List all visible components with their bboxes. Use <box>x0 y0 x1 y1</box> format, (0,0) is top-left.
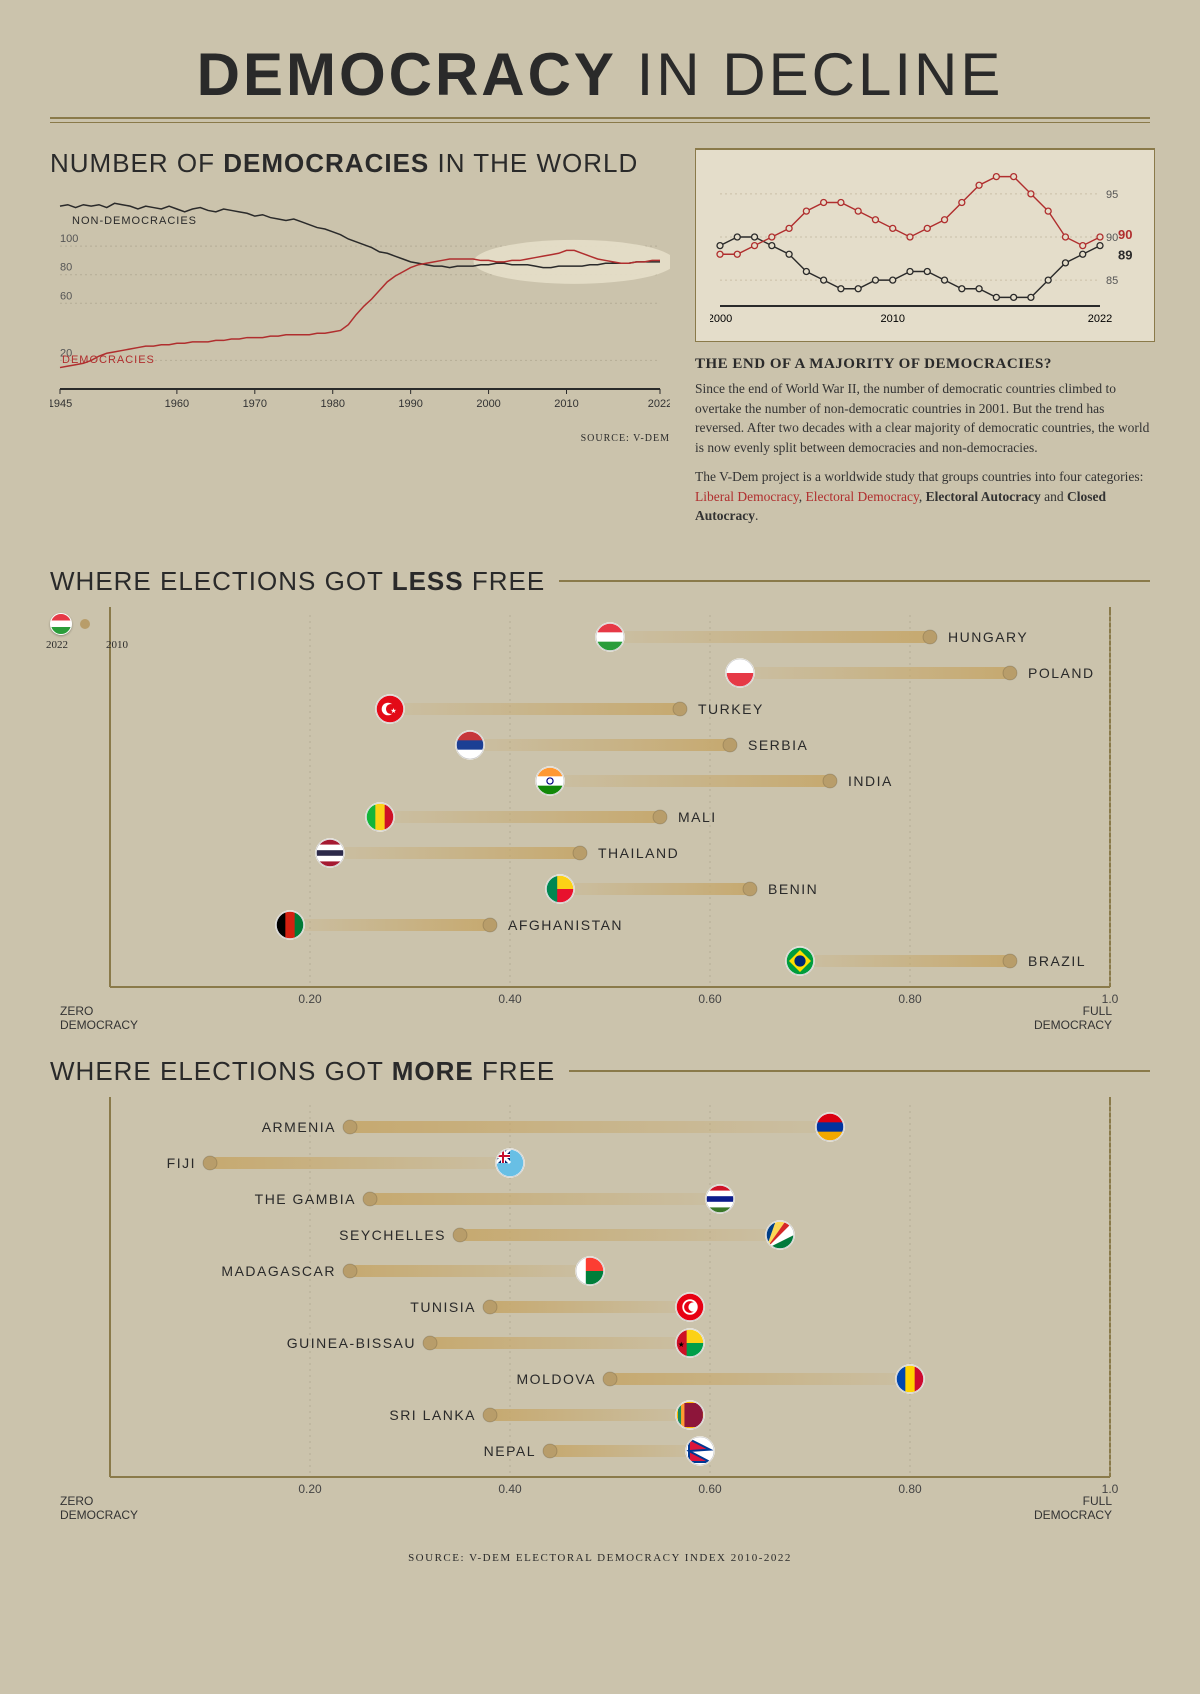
svg-text:ARMENIA: ARMENIA <box>262 1119 336 1135</box>
main-source: SOURCE: V-DEM <box>50 433 670 444</box>
svg-text:1980: 1980 <box>320 398 344 410</box>
svg-text:DEMOCRACIES: DEMOCRACIES <box>62 354 155 366</box>
svg-text:INDIA: INDIA <box>848 773 893 789</box>
main-line-chart: 2060801001945196019701980199020002010202… <box>50 179 670 424</box>
legend-key: 2022 2010 <box>50 613 90 635</box>
svg-text:MALI: MALI <box>678 809 717 825</box>
svg-text:★: ★ <box>678 1340 685 1349</box>
svg-text:1960: 1960 <box>165 398 189 410</box>
svg-text:95: 95 <box>1106 189 1118 201</box>
svg-text:AFGHANISTAN: AFGHANISTAN <box>508 917 623 933</box>
svg-text:1970: 1970 <box>243 398 267 410</box>
svg-text:SEYCHELLES: SEYCHELLES <box>339 1227 446 1243</box>
svg-text:BENIN: BENIN <box>768 881 818 897</box>
svg-text:ZERO: ZERO <box>60 1494 93 1508</box>
title-rest: IN DECLINE <box>617 41 1003 108</box>
svg-text:60: 60 <box>60 290 72 302</box>
svg-text:89: 89 <box>1118 248 1132 263</box>
svg-text:HUNGARY: HUNGARY <box>948 629 1028 645</box>
svg-text:2010: 2010 <box>880 313 904 325</box>
legend-dot-icon <box>80 619 90 629</box>
svg-text:90: 90 <box>1118 227 1132 242</box>
svg-text:FIJI: FIJI <box>167 1155 196 1171</box>
more-free-section: WHERE ELECTIONS GOT MORE FREE 0.20 0.40 0.… <box>50 1056 1150 1534</box>
svg-text:★: ★ <box>390 707 396 715</box>
svg-text:SERBIA: SERBIA <box>748 737 808 753</box>
svg-text:0.20: 0.20 <box>298 1482 322 1496</box>
svg-text:MADAGASCAR: MADAGASCAR <box>221 1263 336 1279</box>
svg-text:DEMOCRACY: DEMOCRACY <box>60 1018 138 1032</box>
svg-text:2022: 2022 <box>648 398 670 410</box>
svg-text:DEMOCRACY: DEMOCRACY <box>1034 1018 1112 1032</box>
legend-flag-icon <box>50 613 72 635</box>
less-free-title: WHERE ELECTIONS GOT LESS FREE <box>50 566 545 597</box>
svg-text:DEMOCRACY: DEMOCRACY <box>1034 1508 1112 1522</box>
footer-source: SOURCE: V-DEM ELECTORAL DEMOCRACY INDEX … <box>50 1552 1150 1564</box>
svg-text:0.60: 0.60 <box>698 992 722 1006</box>
less-free-section: WHERE ELECTIONS GOT LESS FREE 2022 2010 … <box>50 566 1150 1044</box>
inset-chart: 8590952000201020229089 <box>695 148 1155 342</box>
story-heading: THE END OF A MAJORITY OF DEMOCRACIES? <box>695 356 1155 373</box>
svg-text:0.40: 0.40 <box>498 1482 522 1496</box>
title-rule <box>50 117 1150 123</box>
svg-text:TUNISIA: TUNISIA <box>410 1299 476 1315</box>
svg-text:2010: 2010 <box>554 398 578 410</box>
svg-text:FULL: FULL <box>1083 1494 1113 1508</box>
more-free-title: WHERE ELECTIONS GOT MORE FREE <box>50 1056 555 1087</box>
svg-text:POLAND: POLAND <box>1028 665 1095 681</box>
svg-text:ZERO: ZERO <box>60 1004 93 1018</box>
svg-text:85: 85 <box>1106 275 1118 287</box>
more-free-chart: 0.200.400.600.801.0ZERODEMOCRACYFULLDEMO… <box>50 1097 1150 1529</box>
svg-text:BRAZIL: BRAZIL <box>1028 953 1086 969</box>
less-free-chart: 0.200.400.600.801.0ZERODEMOCRACYFULLDEMO… <box>50 607 1150 1039</box>
svg-text:0.80: 0.80 <box>898 1482 922 1496</box>
svg-text:100: 100 <box>60 233 78 245</box>
svg-text:1945: 1945 <box>50 398 72 410</box>
svg-text:0.20: 0.20 <box>298 992 322 1006</box>
svg-text:2000: 2000 <box>476 398 500 410</box>
svg-text:NEPAL: NEPAL <box>484 1443 536 1459</box>
svg-text:THAILAND: THAILAND <box>598 845 679 861</box>
svg-text:GUINEA-BISSAU: GUINEA-BISSAU <box>287 1335 416 1351</box>
svg-text:2022: 2022 <box>1088 313 1112 325</box>
svg-text:0.80: 0.80 <box>898 992 922 1006</box>
svg-text:0.60: 0.60 <box>698 1482 722 1496</box>
svg-text:80: 80 <box>60 262 72 274</box>
svg-text:THE GAMBIA: THE GAMBIA <box>255 1191 356 1207</box>
story-p2: The V-Dem project is a worldwide study t… <box>695 467 1155 526</box>
main-chart-title: NUMBER OF DEMOCRACIES IN THE WORLD <box>50 148 670 179</box>
svg-text:1990: 1990 <box>398 398 422 410</box>
svg-text:DEMOCRACY: DEMOCRACY <box>60 1508 138 1522</box>
svg-text:2000: 2000 <box>710 313 732 325</box>
title-bold: DEMOCRACY <box>197 41 617 108</box>
svg-text:90: 90 <box>1106 232 1118 244</box>
svg-text:NON-DEMOCRACIES: NON-DEMOCRACIES <box>72 215 197 227</box>
svg-text:SRI LANKA: SRI LANKA <box>389 1407 476 1423</box>
svg-text:FULL: FULL <box>1083 1004 1113 1018</box>
svg-text:MOLDOVA: MOLDOVA <box>517 1371 596 1387</box>
svg-text:0.40: 0.40 <box>498 992 522 1006</box>
svg-text:TURKEY: TURKEY <box>698 701 764 717</box>
story-p1: Since the end of World War II, the numbe… <box>695 379 1155 457</box>
main-title: DEMOCRACY IN DECLINE <box>50 40 1150 109</box>
